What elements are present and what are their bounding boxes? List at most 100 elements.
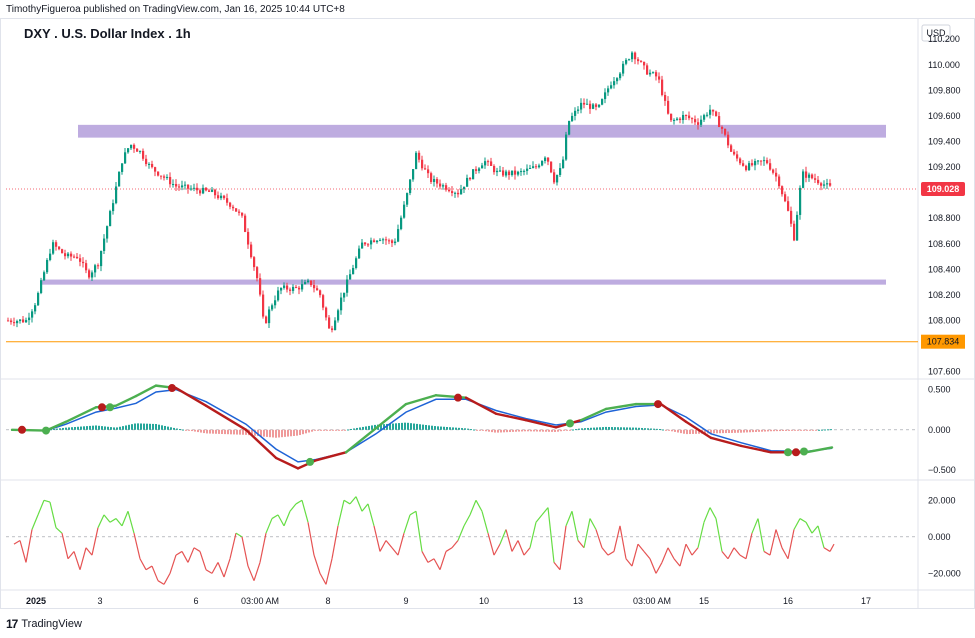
candle-body [385,239,388,241]
publisher-line: TimothyFigueroa published on TradingView… [6,4,345,15]
candle [598,104,601,108]
candle-body [250,244,253,258]
candle [517,170,520,177]
macd-histogram-bar [551,429,553,432]
candle [10,318,13,325]
candle [529,164,532,169]
macd-histogram-bar [254,429,256,436]
candle-body [61,249,64,254]
candle [661,75,664,97]
oscillator-segment [409,510,417,516]
candle [385,236,388,245]
oscillator-segment [295,499,303,505]
candle-body [475,169,478,171]
candle-body [583,102,586,105]
time-tick-label: 10 [479,596,489,606]
candle-body [754,161,757,166]
candle-body [712,109,715,112]
candle-body [340,297,343,311]
candle [241,212,244,218]
macd-histogram-bar [524,429,526,432]
macd-histogram-bar [473,429,475,431]
macd-histogram-bar [455,427,457,430]
oscillator-segment [679,543,687,567]
candle-body [196,187,199,191]
macd-histogram-bar [155,424,157,430]
oscillator-segment [595,529,603,548]
candle-body [10,320,13,323]
candle [76,253,79,259]
macd-histogram-bar [176,428,178,430]
candle [709,104,712,119]
oscillator-segment [523,547,531,556]
oscillator-segment [97,514,105,528]
macd-histogram-bar [527,429,529,432]
candle [586,98,589,105]
candle-body [256,267,259,279]
candle [568,120,571,136]
candle [466,174,469,187]
candle [493,164,496,175]
macd-histogram-bar [725,429,727,434]
macd-histogram-bar [743,429,745,433]
macd-histogram-bar [80,426,82,430]
candle [559,163,562,178]
oscillator-segment [385,540,393,549]
candle [637,57,640,65]
candle-body [805,171,808,178]
candle [316,285,319,291]
candle-body [157,171,160,176]
macd-histogram-bar [506,429,508,433]
candle-body [787,201,790,211]
candle-body [715,111,718,117]
macd-histogram-bar [515,429,517,432]
macd-histogram-bar [161,425,163,430]
candle [541,160,544,167]
currency-box [921,24,951,42]
candle [16,319,19,328]
price-tick-label: 107.600 [928,367,961,377]
macd-histogram-bar [662,429,664,431]
candle-body [82,261,85,264]
macd-histogram-bar [632,427,634,430]
macd-histogram-bar [461,428,463,430]
oscillator-segment [91,527,99,556]
candle-body [22,319,25,323]
oscillator-segment [469,500,477,516]
macd-histogram-bar [581,428,583,430]
candle [364,241,367,246]
candle-body [556,174,559,183]
candle [571,112,574,123]
candle-body [808,174,811,178]
candle [70,251,73,261]
macd-histogram-bar [323,429,325,431]
oscillator-segment [655,562,663,574]
macd-histogram-bar [770,429,772,432]
candle [463,186,466,193]
macd-histogram-bar [356,427,358,430]
oscillator-segment [775,529,783,548]
candle [715,110,718,117]
candle-body [271,305,274,310]
macd-histogram-bar [428,425,430,430]
time-tick-label: 16 [783,596,793,606]
candle [106,225,109,243]
price-tick-label: 108.000 [928,315,961,325]
candle [547,157,550,166]
candle-body [190,188,193,190]
candle-body [622,63,625,74]
tradingview-logo-icon: 17 [6,617,18,631]
candle-body [736,154,739,159]
oscillator-segment [505,529,513,552]
candle-body [469,177,472,180]
tradingview-brand[interactable]: 17 TradingView [6,617,82,631]
oscillator-segment [817,525,825,548]
time-tick-label: 03:00 AM [633,596,671,606]
candle-body [532,166,535,168]
macd-histogram-bar [821,429,823,431]
macd-histogram-bar [83,426,85,430]
candle [427,165,430,178]
candle [454,191,457,198]
oscillator-segment [793,518,801,530]
